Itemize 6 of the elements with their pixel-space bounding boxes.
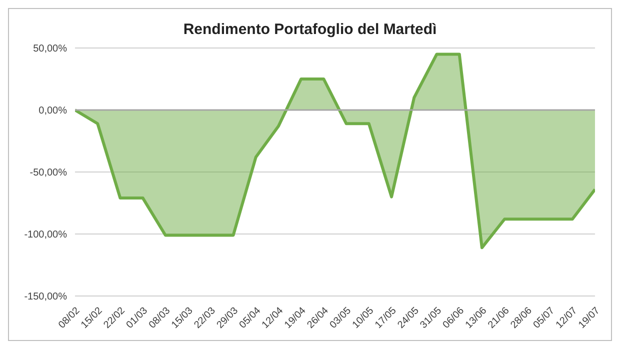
y-tick-label: -150,00% <box>24 292 68 303</box>
chart-title: Rendimento Portafoglio del Martedì <box>182 21 438 38</box>
y-tick-label: 0,00% <box>38 106 68 117</box>
y-tick-label: 50,00% <box>33 44 68 55</box>
y-tick-label: -100,00% <box>24 230 68 241</box>
y-tick-label: -50,00% <box>30 168 68 179</box>
